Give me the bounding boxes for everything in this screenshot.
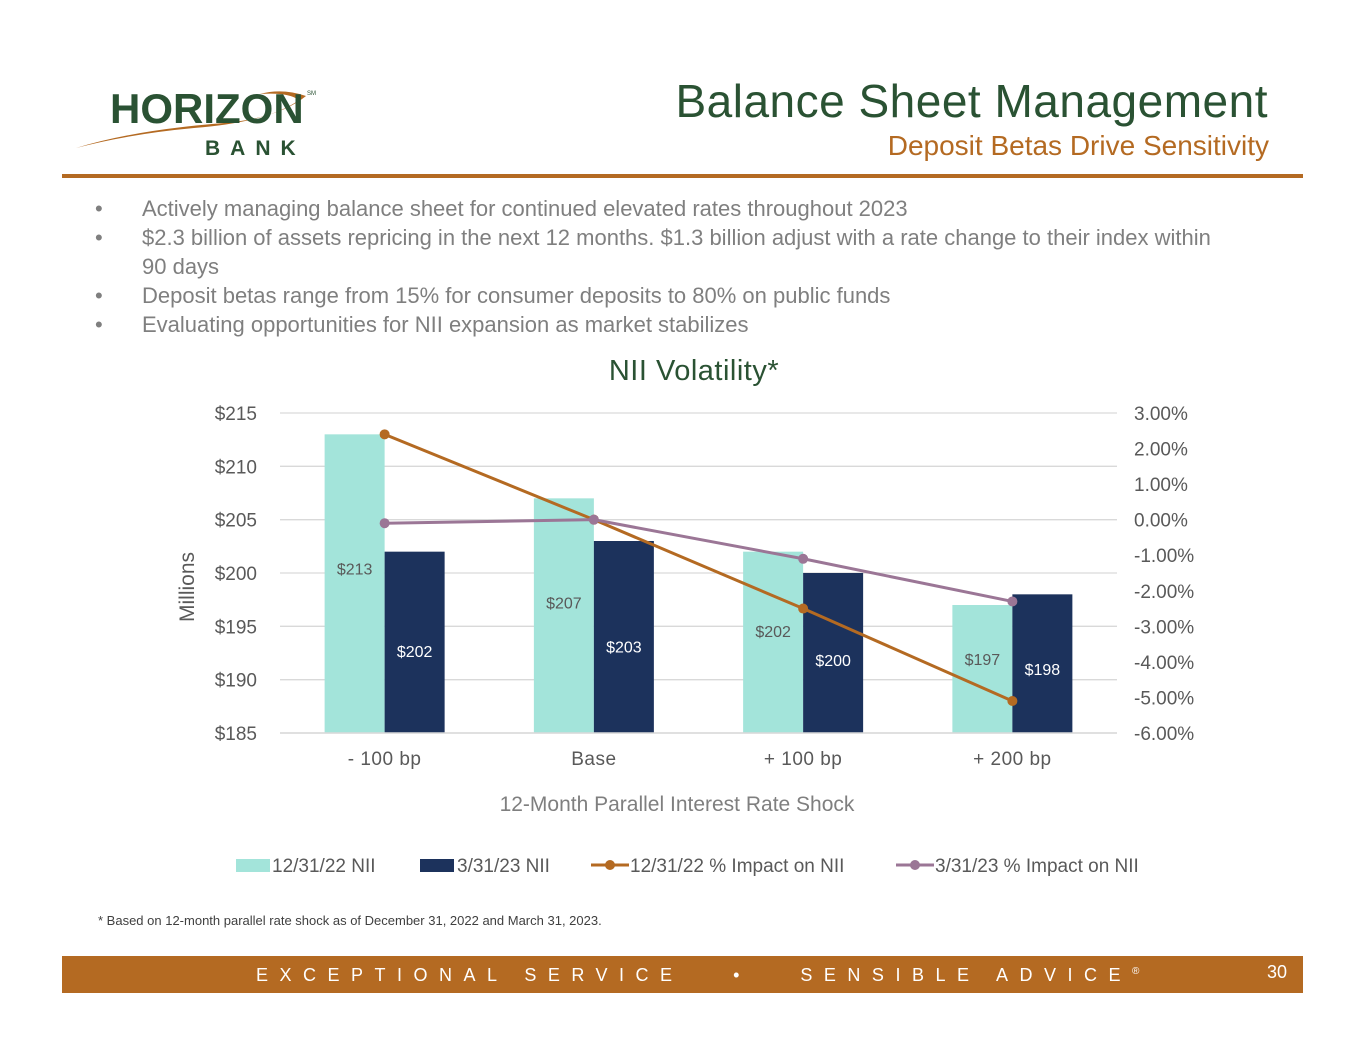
y2-tick-label: -1.00% <box>1134 546 1194 567</box>
y2-tick-label: -6.00% <box>1134 724 1194 745</box>
line-point <box>379 429 390 440</box>
bar <box>533 498 594 733</box>
line-point <box>588 514 599 525</box>
bullet-item: • Evaluating opportunities for NII expans… <box>95 310 1215 339</box>
y-tick-label: $185 <box>215 724 257 745</box>
x-tick-label: + 200 bp <box>973 749 1052 770</box>
y-tick-label: $195 <box>215 617 257 638</box>
bullet-text: Actively managing balance sheet for cont… <box>142 196 908 221</box>
line-point <box>1007 696 1018 706</box>
y2-tick-label: -4.00% <box>1134 653 1194 674</box>
logo-bank-text: BANK <box>205 137 306 160</box>
horizon-bank-logo: HORIZON SM BANK <box>74 78 324 162</box>
y2-tick-label: 0.00% <box>1134 511 1188 532</box>
bullet-icon: • <box>95 225 103 250</box>
bullet-text: $2.3 billion of assets repricing in the … <box>142 225 1211 279</box>
legend-swatch <box>420 859 454 872</box>
tagline-right: SENSIBLE ADVICE <box>800 965 1132 985</box>
y-tick-label: $190 <box>215 671 257 692</box>
y-axis-title: Millions <box>176 552 199 622</box>
y2-tick-label: 1.00% <box>1134 475 1188 496</box>
bar-data-label: $200 <box>815 653 851 670</box>
page-title: Balance Sheet Management <box>675 75 1268 127</box>
logo-wordmark: HORIZON <box>110 85 304 132</box>
footer-tagline: EXCEPTIONAL SERVICE • SENSIBLE ADVICE® <box>256 965 1139 986</box>
bar <box>324 434 385 733</box>
y2-tick-label: 2.00% <box>1134 440 1188 461</box>
bar <box>743 551 804 733</box>
bullet-icon: • <box>95 196 103 221</box>
y-tick-label: $200 <box>215 564 257 585</box>
logo-service-mark: SM <box>307 91 316 97</box>
bar-data-label: $207 <box>546 596 582 613</box>
bar-data-label: $213 <box>337 562 373 579</box>
bar-data-label: $197 <box>965 652 1001 669</box>
bullet-text: Evaluating opportunities for NII expansi… <box>142 312 749 337</box>
bullet-item: • $2.3 billion of assets repricing in the… <box>95 223 1215 281</box>
legend-label: 3/31/23 % Impact on NII <box>935 856 1139 877</box>
logo-swoosh <box>76 91 306 148</box>
x-tick-label: Base <box>571 749 616 770</box>
bar-data-label: $203 <box>606 639 642 656</box>
bar-data-label: $198 <box>1025 662 1061 679</box>
tagline-separator: • <box>733 965 751 985</box>
tagline-left: EXCEPTIONAL SERVICE <box>256 965 684 985</box>
line-point <box>379 518 390 529</box>
bullet-icon: • <box>95 283 103 308</box>
bullet-icon: • <box>95 312 103 337</box>
bullet-list: • Actively managing balance sheet for con… <box>95 194 1215 339</box>
legend-marker <box>910 860 920 870</box>
bar <box>1012 594 1073 733</box>
footer-bar <box>62 956 1303 993</box>
legend-swatch <box>236 859 270 872</box>
line-point <box>1007 596 1018 607</box>
x-tick-label: - 100 bp <box>348 749 422 770</box>
bullet-item: • Deposit betas range from 15% for consum… <box>95 281 1215 310</box>
y2-tick-label: -3.00% <box>1134 617 1194 638</box>
bar <box>952 605 1013 733</box>
legend-label: 12/31/22 % Impact on NII <box>630 856 844 877</box>
bullet-item: • Actively managing balance sheet for con… <box>95 194 1215 223</box>
series-line <box>384 432 1013 703</box>
y2-tick-label: -5.00% <box>1134 688 1194 709</box>
y-tick-label: $210 <box>215 457 257 478</box>
bar-data-label: $202 <box>755 624 791 641</box>
footnote: * Based on 12-month parallel rate shock … <box>98 913 602 928</box>
x-tick-label: + 100 bp <box>764 749 843 770</box>
line-point <box>588 514 599 525</box>
bar <box>803 573 864 733</box>
y2-tick-label: -2.00% <box>1134 582 1194 603</box>
line-point <box>798 553 809 564</box>
y-tick-label: $215 <box>215 404 257 425</box>
legend-label: 3/31/23 NII <box>457 856 550 877</box>
y2-tick-label: 3.00% <box>1134 404 1188 425</box>
x-axis-title: 12-Month Parallel Interest Rate Shock <box>500 793 855 816</box>
legend-label: 12/31/22 NII <box>272 856 376 877</box>
bar <box>593 541 654 733</box>
header-divider <box>62 174 1303 178</box>
registered-mark: ® <box>1132 966 1140 977</box>
bar <box>384 551 445 733</box>
chart-title: NII Volatility* <box>608 355 780 387</box>
page-subtitle: Deposit Betas Drive Sensitivity <box>887 130 1269 161</box>
line-point <box>798 603 809 614</box>
page-number: 30 <box>1267 962 1288 982</box>
series-line <box>384 518 1013 603</box>
y-tick-label: $205 <box>215 511 257 532</box>
legend-marker <box>605 860 615 870</box>
bullet-text: Deposit betas range from 15% for consume… <box>142 283 891 308</box>
bar-data-label: $202 <box>397 644 433 661</box>
